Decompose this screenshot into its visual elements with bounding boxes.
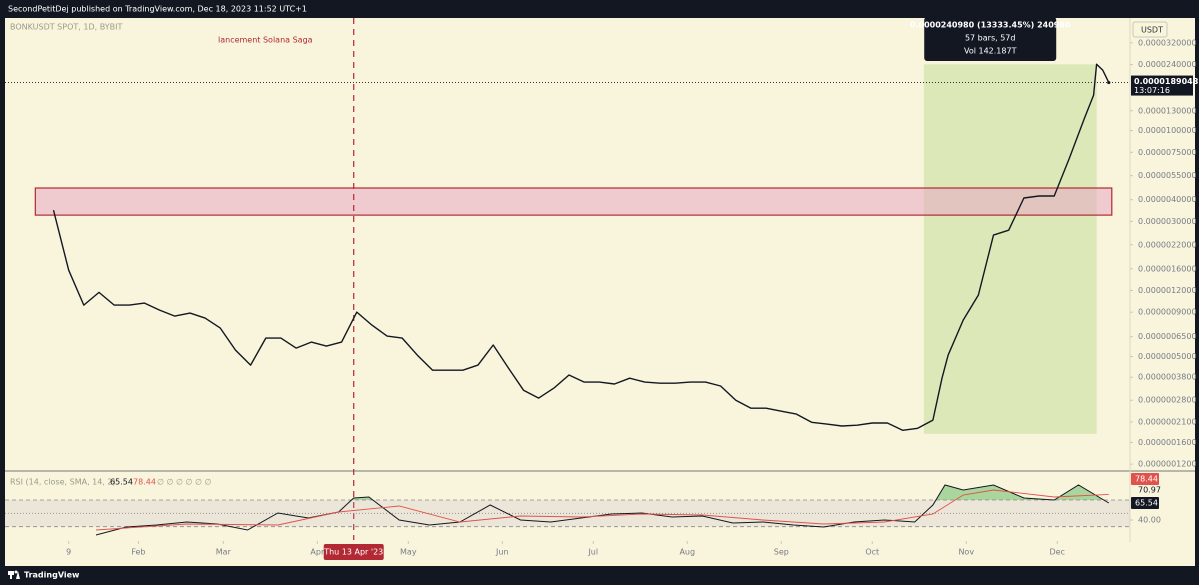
footer-logo <box>8 570 20 579</box>
x-tick-label: Oct <box>865 548 879 557</box>
y-tick-label: 0.0000001600 <box>1138 438 1197 447</box>
x-tick-label: Jul <box>587 548 598 557</box>
y-tick-label: 0.0000040000 <box>1138 195 1197 204</box>
y-tick-label: 0.0000240000 <box>1138 60 1197 69</box>
rsi-legend-value: 65.54 <box>110 478 133 487</box>
y-tick-label: 0.0000055000 <box>1138 171 1197 180</box>
y-tick-label: 0.0000012000 <box>1138 286 1197 295</box>
x-tick-label: Jun <box>495 548 509 557</box>
x-tick-label: Nov <box>958 548 974 557</box>
measure-text: 0.0000240980 (13333.45%) 240980 <box>910 21 1071 30</box>
event-date-label: Thu 13 Apr '23 <box>323 548 383 557</box>
y-tick-label: 0.0000001200 <box>1138 460 1197 469</box>
y-tick-label: 0.0000022000 <box>1138 240 1197 249</box>
measure-text: Vol 142.187T <box>964 47 1017 56</box>
y-tick-label: 0.0000075000 <box>1138 148 1197 157</box>
x-tick-label: Aug <box>679 548 695 557</box>
y-tick-label: 0.0000130000 <box>1138 106 1197 115</box>
currency: USDT <box>1141 26 1163 35</box>
y-tick-label: 0.0000003800 <box>1138 373 1197 382</box>
x-tick-label: Feb <box>131 548 145 557</box>
rsi-value-box <box>1131 497 1159 509</box>
price-line <box>52 63 1110 431</box>
rsi-tick-label: 40.00 <box>1138 516 1161 525</box>
rsi-title: RSI (14, close, SMA, 14, 2) <box>10 478 116 487</box>
y-tick-label: 0.0000009000 <box>1138 308 1197 317</box>
y-tick-label: 0.0000100000 <box>1138 126 1197 135</box>
event-date-box <box>323 544 384 560</box>
currency-box[interactable] <box>1132 21 1168 38</box>
rsi-line <box>95 484 1110 536</box>
rsi-value-label: 65.54 <box>1135 499 1158 508</box>
x-tick-label: Mar <box>216 548 232 557</box>
last-price-box <box>1131 75 1193 96</box>
measure-box <box>923 64 1097 434</box>
x-tick-label: Sep <box>774 548 789 557</box>
rsi-ma-box <box>1131 473 1159 485</box>
y-tick-label: 0.0000006500 <box>1138 332 1197 341</box>
annotation: lancement Solana Saga <box>218 36 313 45</box>
measure-tooltip <box>924 17 1057 61</box>
rsi-line <box>95 489 1109 531</box>
chart-background <box>5 18 1195 566</box>
header: SecondPetitDej published on TradingView.… <box>8 5 307 14</box>
x-tick-label: Dec <box>1049 548 1064 557</box>
x-tick-label: May <box>400 548 417 557</box>
y-tick-label: 0.0000002100 <box>1138 417 1197 426</box>
last-price-label: 0.0000189048 <box>1134 77 1199 86</box>
zone <box>34 187 1113 216</box>
rsi-na: ∅ ∅ ∅ ∅ ∅ ∅ <box>157 478 212 487</box>
y-tick-label: 0.0000030000 <box>1138 217 1197 226</box>
y-tick-label: 0.0000002800 <box>1138 396 1197 405</box>
rsi-upper-label: 70.97 <box>1138 486 1161 495</box>
x-tick-label: Apr <box>310 548 325 557</box>
rsi-ma-label: 78.44 <box>1135 475 1158 484</box>
footer: TradingView <box>24 571 80 580</box>
rsi-overbought-fill <box>96 485 1109 500</box>
measure-text: 57 bars, 57d <box>965 34 1016 43</box>
y-tick-label: 0.0000005000 <box>1138 352 1197 361</box>
y-tick-label: 0.0000016000 <box>1138 264 1197 273</box>
last-point <box>1107 80 1111 85</box>
symbol-title: BONKUSDT SPOT, 1D, BYBIT <box>10 23 122 32</box>
x-tick-label: 9 <box>66 548 71 557</box>
countdown: 13:07:16 <box>1134 86 1170 95</box>
y-tick-label: 0.0000320000 <box>1138 38 1197 47</box>
rsi-legend-value: 78.44 <box>133 478 156 487</box>
